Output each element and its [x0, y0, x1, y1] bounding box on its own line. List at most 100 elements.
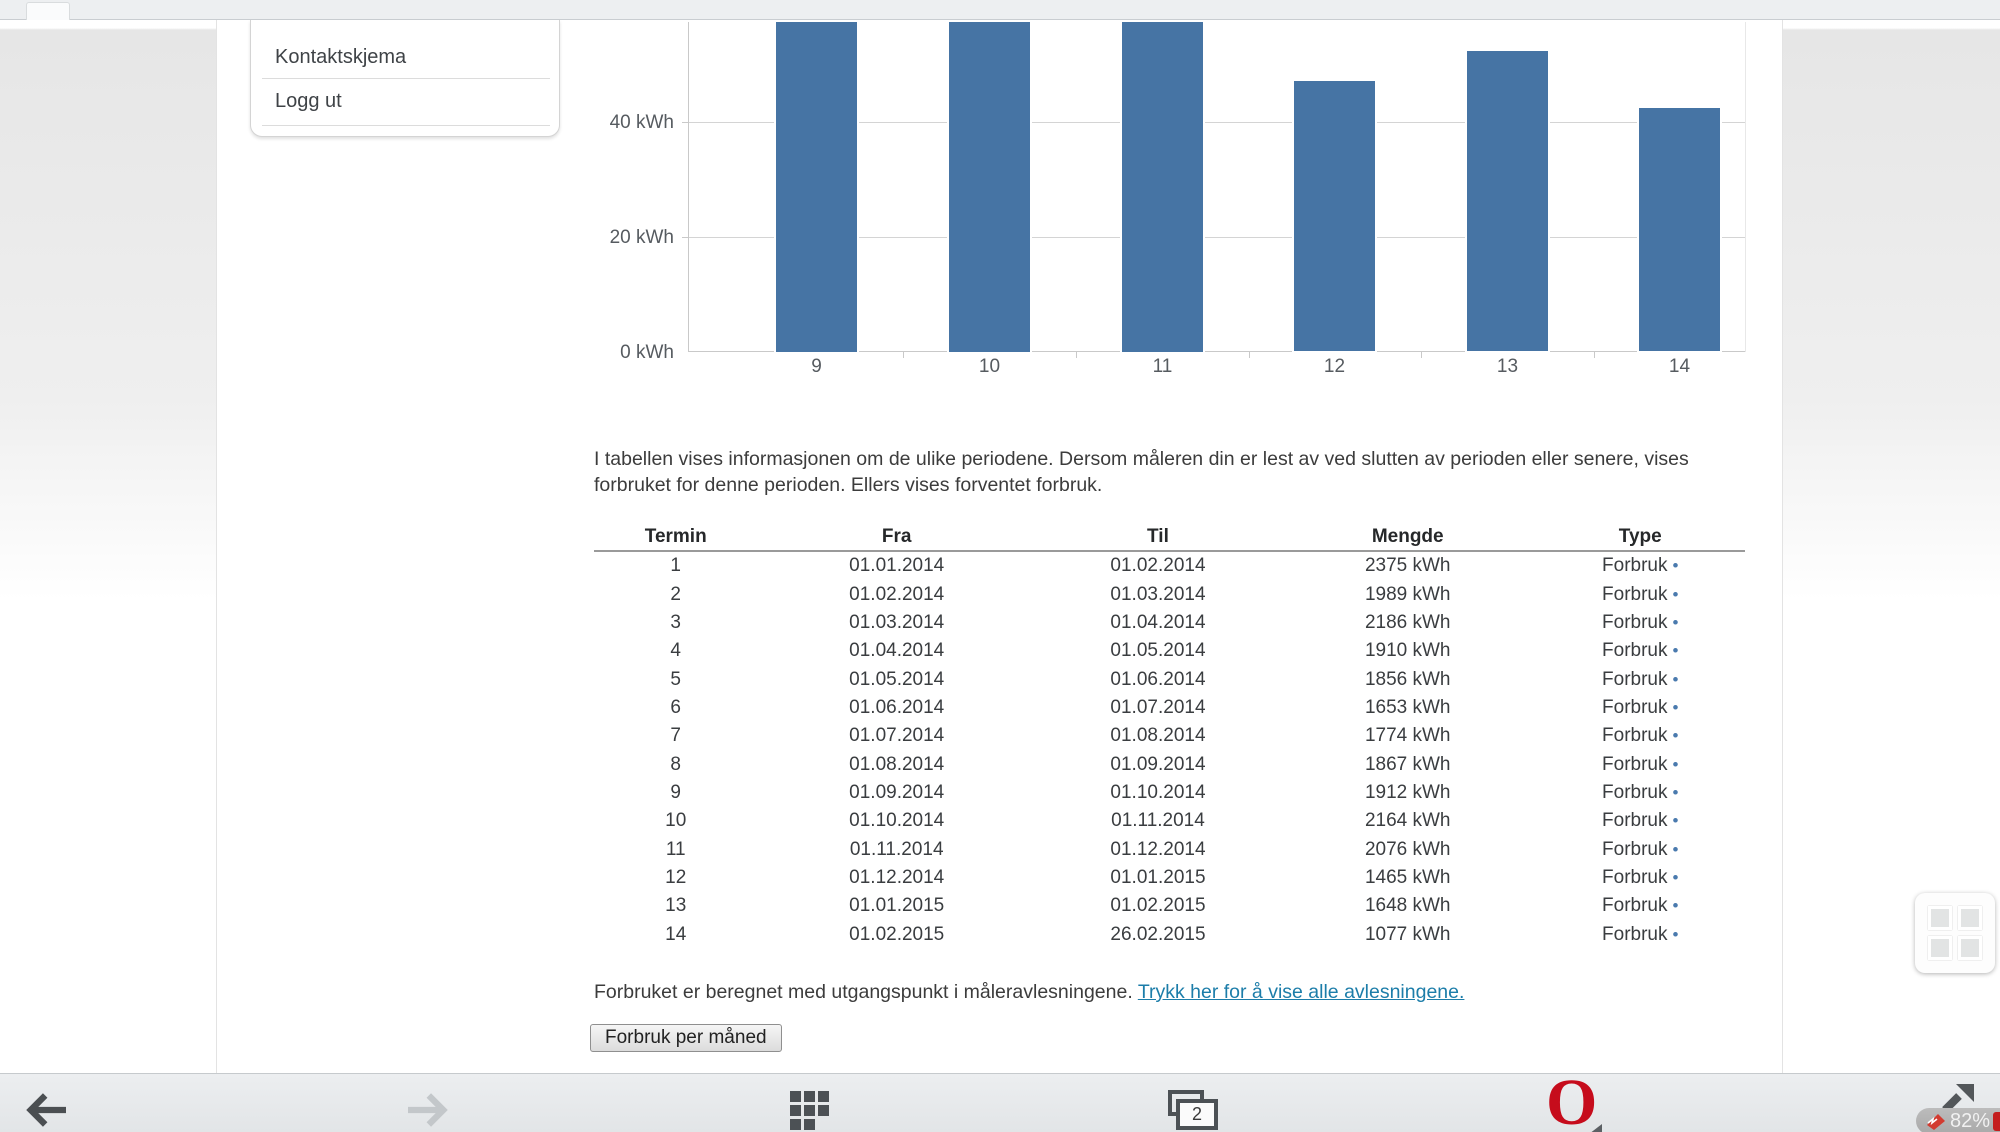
cell-mengde: 2076 kWh — [1364, 838, 1451, 860]
cell-termin: 3 — [670, 611, 681, 633]
cell-fra: 01.03.2014 — [849, 611, 945, 633]
cell-til: 01.02.2014 — [1110, 555, 1206, 577]
cell-termin: 13 — [665, 895, 687, 917]
consumption-bar-chart: 0 kWh 20 kWh 40 kWh 9 10 11 12 13 14 — [0, 0, 2000, 400]
sidebar-item-kontaktskjema[interactable]: Kontaktskjema — [275, 46, 407, 68]
col-header-til: Til — [1035, 524, 1280, 552]
table-row: 13 01.01.2015 01.02.2015 1648 kWh Forbruk • — [594, 892, 1745, 920]
quick-access-float-button[interactable] — [1915, 893, 1995, 973]
x-axis-label: 9 — [811, 356, 822, 377]
speed-dial-icon — [790, 1091, 829, 1130]
footer-note-text: Forbruket er beregnet med utgangspunkt i… — [594, 981, 1138, 1003]
cell-fra: 01.11.2014 — [849, 838, 944, 860]
tab-count-badge: 2 — [1176, 1099, 1218, 1130]
forbruk-bullet-icon: • — [1672, 669, 1679, 689]
bar-termin-12[interactable] — [1292, 78, 1377, 354]
cell-til: 01.05.2014 — [1110, 640, 1206, 662]
forbruk-bullet-icon: • — [1672, 896, 1679, 916]
cell-fra: 01.05.2014 — [849, 668, 945, 690]
forbruk-bullet-icon: • — [1672, 612, 1679, 632]
y-tick — [682, 122, 688, 123]
bar-termin-9[interactable] — [774, 20, 859, 354]
show-all-readings-link[interactable]: Trykk her for å vise alle avlesningene. — [1137, 981, 1465, 1003]
forbruk-per-maned-button[interactable]: Forbruk per måned — [590, 1024, 782, 1052]
speed-dial-button[interactable] — [790, 1091, 829, 1130]
cell-mengde: 1774 kWh — [1364, 725, 1451, 747]
browser-top-bar — [0, 0, 2000, 20]
table-row: 9 01.09.2014 01.10.2014 1912 kWh Forbruk • — [594, 779, 1745, 807]
cell-mengde: 1077 kWh — [1364, 923, 1451, 945]
battery-indicator: 82% — [1916, 1108, 2000, 1132]
browser-tab-stub[interactable] — [26, 2, 70, 20]
cell-mengde: 1989 kWh — [1364, 583, 1451, 605]
cell-til: 01.06.2014 — [1110, 668, 1206, 690]
forbruk-bullet-icon: • — [1672, 584, 1679, 604]
col-header-fra: Fra — [757, 524, 1036, 552]
fullscreen-arrow-icon[interactable] — [1941, 1084, 1975, 1112]
table-row: 10 01.10.2014 01.11.2014 2164 kWh Forbruk • — [594, 807, 1745, 835]
forbruk-bullet-icon: • — [1672, 641, 1679, 661]
bar-termin-14[interactable] — [1637, 105, 1722, 354]
bar-termin-13[interactable] — [1465, 48, 1550, 354]
opera-logo-icon: O — [1546, 1066, 1598, 1132]
cell-type: Forbruk • — [1602, 923, 1679, 945]
table-row: 2 01.02.2014 01.03.2014 1989 kWh Forbruk • — [594, 580, 1745, 608]
cell-mengde: 1910 kWh — [1364, 640, 1451, 662]
table-header-row: Termin Fra Til Mengde Type — [594, 524, 1745, 552]
x-tick — [1593, 352, 1595, 358]
table-row: 3 01.03.2014 01.04.2014 2186 kWh Forbruk • — [594, 609, 1745, 637]
x-tick — [1076, 352, 1077, 358]
cell-type: Forbruk • — [1602, 668, 1679, 690]
forbruk-bullet-icon: • — [1672, 782, 1679, 802]
y-axis-line — [688, 22, 689, 352]
table-row: 14 01.02.2015 26.02.2015 1077 kWh Forbruk • — [594, 920, 1745, 948]
col-header-mengde: Mengde — [1279, 524, 1536, 552]
back-button[interactable] — [25, 1091, 69, 1129]
cell-til: 01.01.2015 — [1110, 866, 1206, 888]
cell-fra: 01.04.2014 — [849, 640, 945, 662]
cell-termin: 4 — [670, 640, 681, 662]
cell-fra: 01.12.2014 — [849, 866, 945, 888]
forbruk-bullet-icon: • — [1672, 726, 1679, 746]
forbruk-bullet-icon: • — [1672, 839, 1679, 859]
cell-termin: 10 — [665, 810, 687, 832]
cell-til: 01.11.2014 — [1111, 810, 1205, 832]
cell-fra: 01.09.2014 — [849, 781, 945, 803]
plot-right-border — [1745, 22, 1746, 352]
browser-nav-bar: 2 O — [0, 1070, 2000, 1132]
cell-type: Forbruk • — [1602, 753, 1679, 775]
cell-til: 01.10.2014 — [1110, 781, 1206, 803]
sidebar-menu-card: Kontaktskjema Logg ut — [250, 20, 560, 137]
cell-type: Forbruk • — [1602, 725, 1679, 747]
opera-menu-button[interactable]: O — [1546, 1070, 1606, 1132]
table-row: 8 01.08.2014 01.09.2014 1867 kWh Forbruk • — [594, 750, 1745, 778]
forbruk-bullet-icon: • — [1672, 556, 1679, 576]
battery-level-edge — [1993, 1112, 2000, 1131]
cell-type: Forbruk • — [1602, 583, 1679, 605]
cell-fra: 01.06.2014 — [849, 696, 945, 718]
cell-termin: 9 — [670, 781, 681, 803]
cell-til: 01.04.2014 — [1110, 611, 1206, 633]
bar-termin-10[interactable] — [947, 20, 1032, 354]
x-axis-label: 10 — [978, 356, 1001, 377]
forward-button[interactable] — [405, 1091, 449, 1129]
cell-mengde: 1648 kWh — [1364, 895, 1451, 917]
cell-mengde: 2375 kWh — [1364, 555, 1451, 577]
tabs-button[interactable]: 2 — [1168, 1090, 1218, 1132]
cell-mengde: 1912 kWh — [1364, 781, 1451, 803]
sidebar-item-logg-ut[interactable]: Logg ut — [275, 90, 342, 112]
cell-type: Forbruk • — [1602, 838, 1679, 860]
gridline-20kwh — [688, 237, 1745, 238]
cell-termin: 11 — [665, 838, 686, 860]
cell-fra: 01.02.2015 — [849, 923, 945, 945]
bar-termin-11[interactable] — [1120, 20, 1205, 354]
cell-til: 01.09.2014 — [1110, 753, 1206, 775]
table-row: 5 01.05.2014 01.06.2014 1856 kWh Forbruk • — [594, 665, 1745, 693]
cell-termin: 12 — [665, 866, 687, 888]
forbruk-bullet-icon: • — [1672, 697, 1679, 717]
cell-type: Forbruk • — [1602, 555, 1679, 577]
cell-mengde: 1653 kWh — [1364, 696, 1451, 718]
forbruk-bullet-icon: • — [1672, 867, 1679, 887]
periods-table: Termin Fra Til Mengde Type 1 01.01.2014 01… — [594, 524, 1745, 949]
